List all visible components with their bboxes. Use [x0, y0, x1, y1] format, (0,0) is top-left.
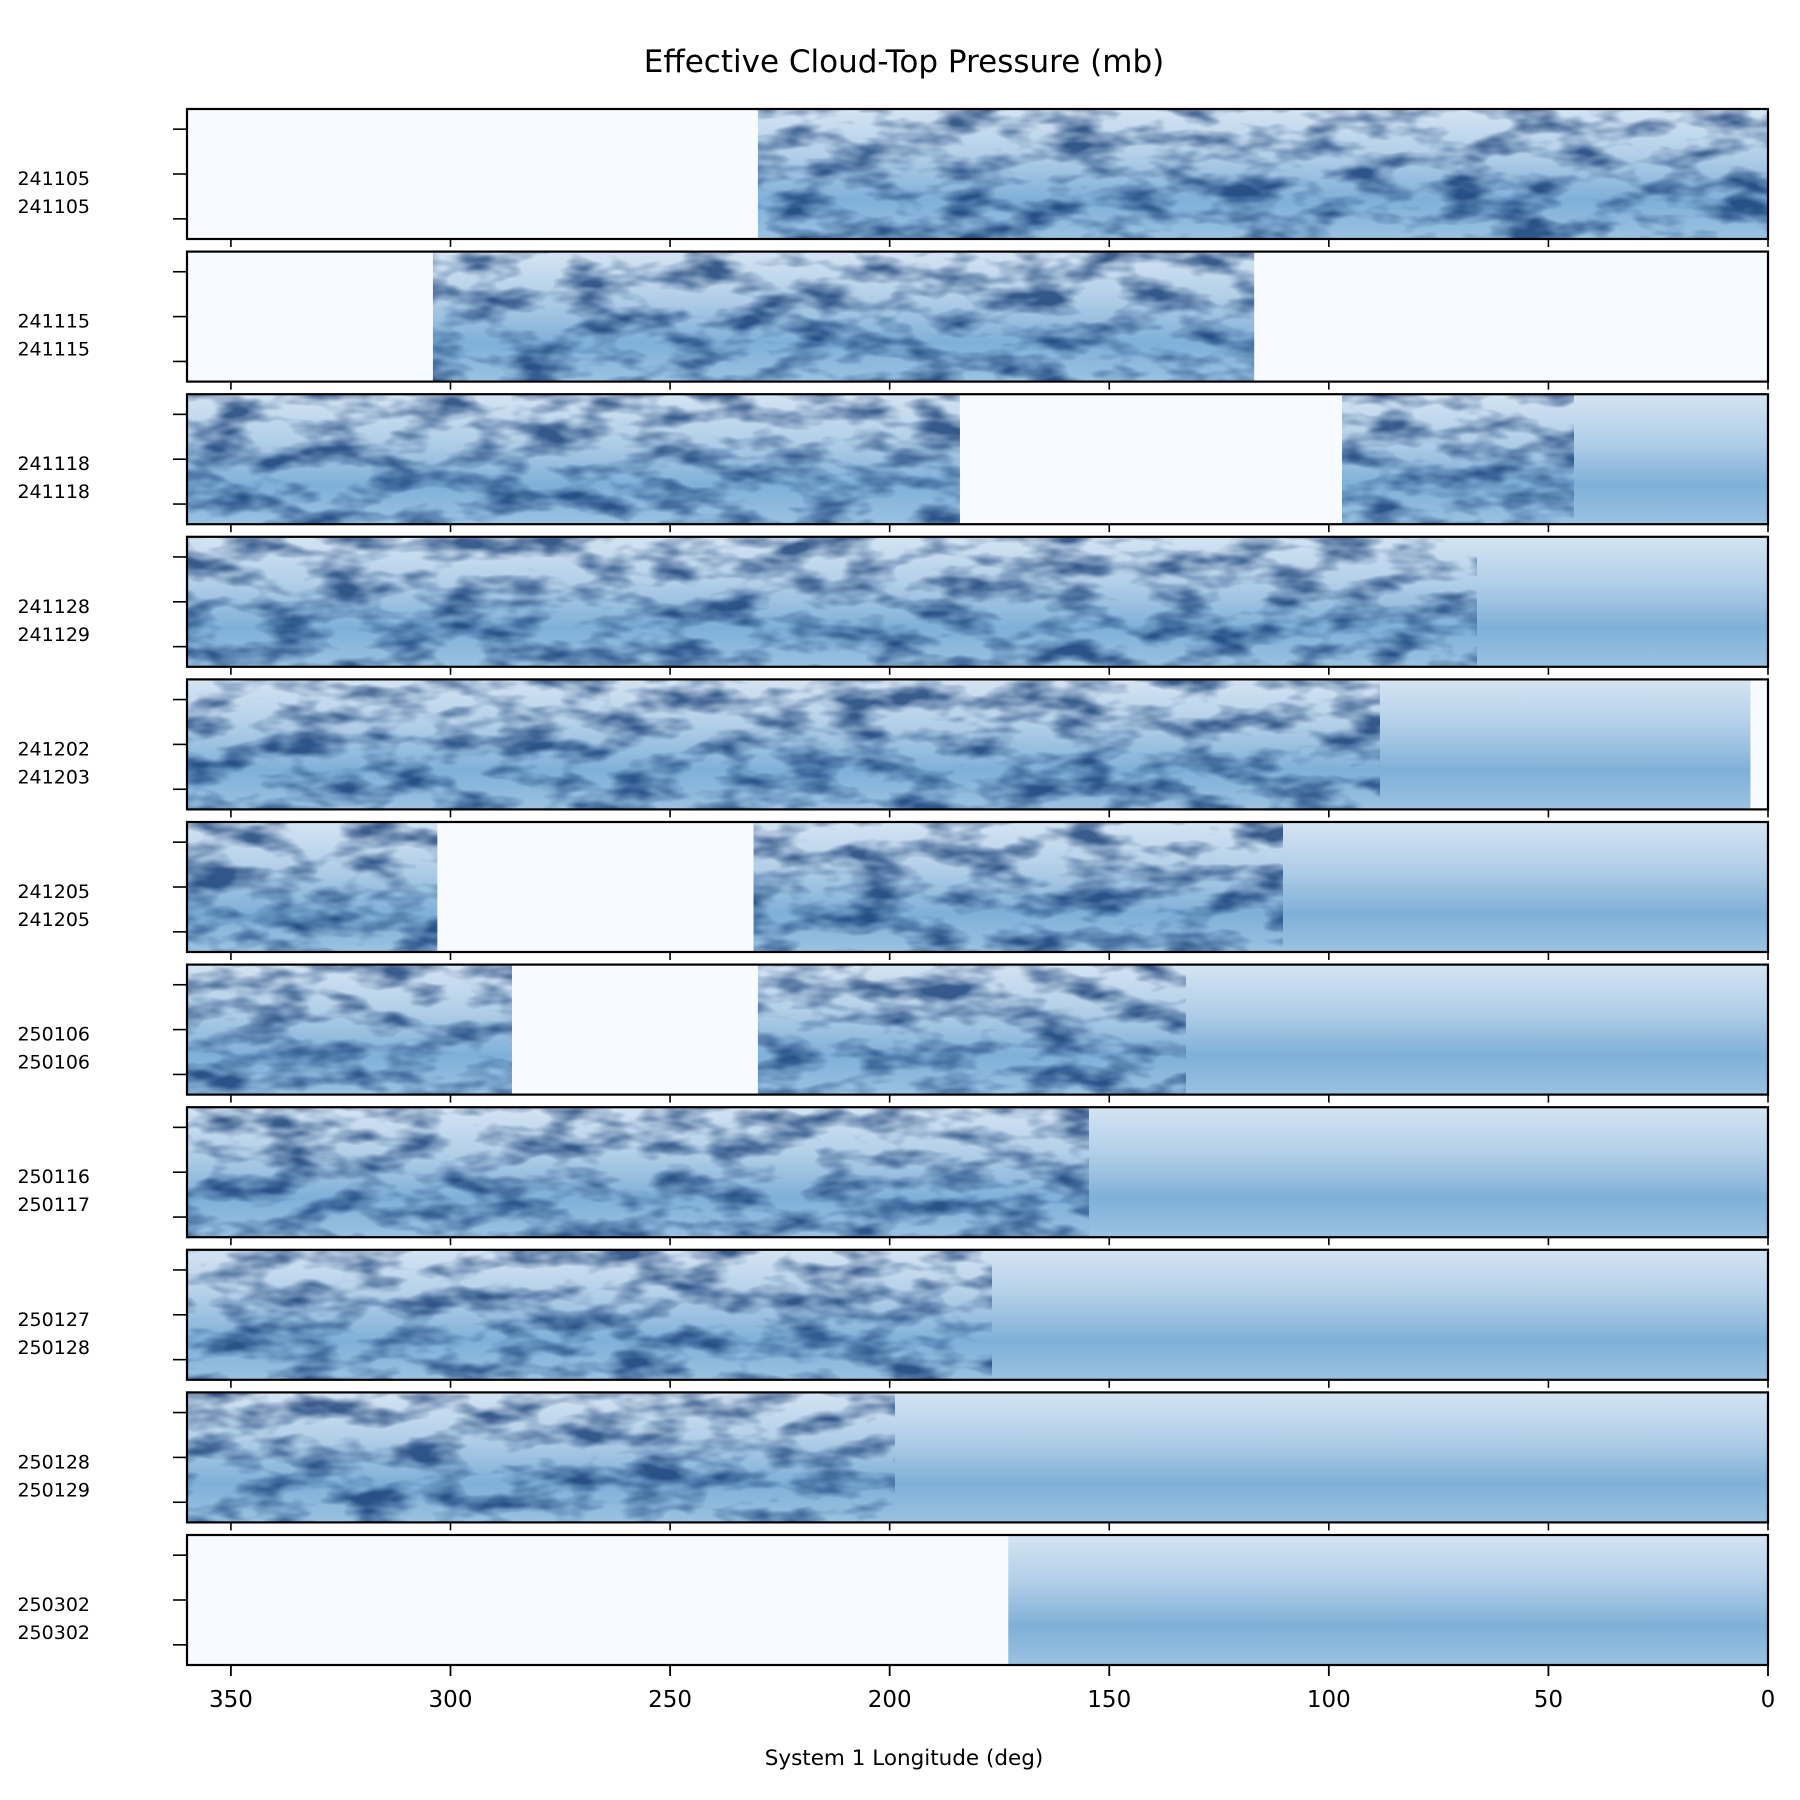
panel-date-top: 250127 [17, 1309, 90, 1331]
panel-date-bottom: 241118 [17, 481, 90, 503]
panel-7: 250106 250106 [17, 963, 1770, 1103]
panel-date-top: 250116 [17, 1166, 90, 1188]
panel-date-top: 241118 [17, 453, 90, 475]
panel-date-bottom: 241115 [17, 339, 90, 361]
x-tick-label: 300 [429, 1687, 473, 1713]
x-tick-label: 150 [1087, 1687, 1131, 1713]
x-tick-label: 100 [1307, 1687, 1351, 1713]
pressure-map-data [1008, 1535, 1768, 1665]
panel-5: 241202 241203 [17, 678, 1770, 818]
panel-6: 241205 241205 [17, 820, 1770, 960]
pressure-map-data [187, 964, 1768, 1095]
chart-title: Effective Cloud-Top Pressure (mb) [644, 44, 1164, 80]
panel-date-bottom: 241105 [17, 196, 90, 218]
panel-8: 250116 250117 [17, 1106, 1770, 1246]
panel-1: 241105 241105 [17, 107, 1770, 247]
panel-date-bottom: 250129 [17, 1479, 90, 1501]
panel-10: 250128 250129 [17, 1391, 1770, 1531]
panel-date-top: 241105 [17, 168, 90, 190]
x-tick-label: 200 [868, 1687, 912, 1713]
panels-group: 2411052411052411152411152411182411182411… [17, 107, 1770, 1667]
x-axis-label: System 1 Longitude (deg) [765, 1746, 1044, 1771]
panel-date-bottom: 241203 [17, 766, 90, 788]
panel-date-top: 250302 [17, 1594, 90, 1616]
panel-date-bottom: 241205 [17, 909, 90, 931]
panel-4: 241128 241129 [17, 535, 1770, 675]
pressure-map-data [187, 394, 1768, 525]
pressure-map-data [187, 1392, 1768, 1523]
panel-date-bottom: 241129 [17, 624, 90, 646]
panel-2: 241115 241115 [17, 250, 1770, 390]
pressure-map-data [432, 251, 1255, 382]
pressure-map-data [187, 536, 1768, 667]
panel-date-top: 241202 [17, 738, 90, 760]
panel-11: 250302 250302 [17, 1533, 1770, 1667]
panel-9: 250127 250128 [17, 1248, 1770, 1388]
x-tick-label: 350 [209, 1687, 253, 1713]
x-tick-label: 0 [1761, 1687, 1776, 1713]
pressure-map-data [187, 1249, 1768, 1380]
panel-date-bottom: 250106 [17, 1052, 90, 1074]
x-axis: 350 300 250 200 150 100 50 0 [209, 1665, 1775, 1713]
panel-date-top: 241115 [17, 311, 90, 333]
panel-date-top: 250106 [17, 1024, 90, 1046]
pressure-map-data [757, 109, 1768, 239]
panel-date-bottom: 250128 [17, 1337, 90, 1359]
pressure-map-data [187, 1107, 1768, 1238]
panel-date-bottom: 250302 [17, 1622, 90, 1644]
panel-date-top: 241128 [17, 596, 90, 618]
panel-date-top: 250128 [17, 1451, 90, 1473]
panel-date-bottom: 250117 [17, 1194, 90, 1216]
x-tick-label: 250 [648, 1687, 692, 1713]
pressure-map-data [187, 679, 1751, 810]
panel-3: 241118 241118 [17, 393, 1770, 533]
panel-date-top: 241205 [17, 881, 90, 903]
pressure-map-data [187, 822, 1768, 952]
x-tick-label: 50 [1534, 1687, 1563, 1713]
